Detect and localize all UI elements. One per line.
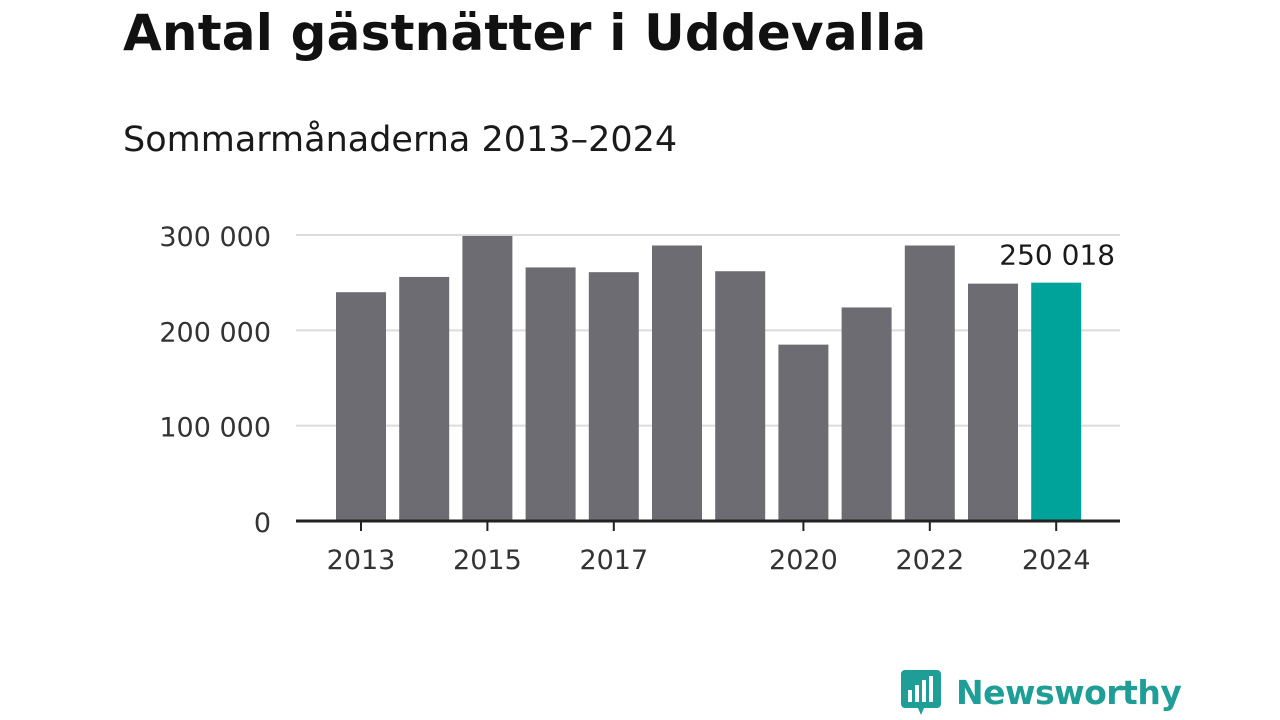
chart-title: Antal gästnätter i Uddevalla: [123, 4, 927, 62]
axes: [296, 519, 1120, 531]
labels: 0 100 000 200 000 300 000 2013 2015 2017 2020 20…: [159, 222, 1115, 576]
x-tick-label: 2015: [453, 545, 522, 576]
y-tick-label: 300 000: [159, 222, 271, 253]
bar-2015: [462, 235, 513, 521]
bar-2021: [841, 307, 892, 521]
highlight-value-label: 250 018: [999, 239, 1115, 272]
bar-2018: [652, 245, 702, 521]
bar-2022: [904, 245, 955, 521]
bar-2016: [525, 267, 576, 521]
bar-2014: [399, 276, 450, 521]
x-tick-label: 2020: [769, 545, 838, 576]
bar-2013: [336, 292, 386, 521]
x-tick-label: 2022: [895, 545, 964, 576]
brand-name: Newsworthy: [956, 672, 1182, 712]
y-tick-label: 100 000: [159, 413, 271, 444]
x-tick-label: 2024: [1022, 545, 1091, 576]
x-tick-label: 2013: [327, 545, 396, 576]
y-tick-label: 0: [254, 508, 271, 539]
brand-logo: Newsworthy: [900, 668, 1182, 716]
bars: [336, 235, 1082, 521]
bar-2017: [588, 272, 639, 521]
y-tick-label: 200 000: [159, 317, 271, 348]
bar-2020: [778, 344, 829, 521]
bar-2023: [968, 283, 1018, 521]
chart-subtitle: Sommarmånaderna 2013–2024: [123, 120, 678, 160]
x-tick-label: 2017: [579, 545, 648, 576]
newsworthy-logo-icon: [901, 670, 941, 715]
bar-2019: [715, 271, 766, 521]
bar-2024: [1031, 282, 1082, 521]
